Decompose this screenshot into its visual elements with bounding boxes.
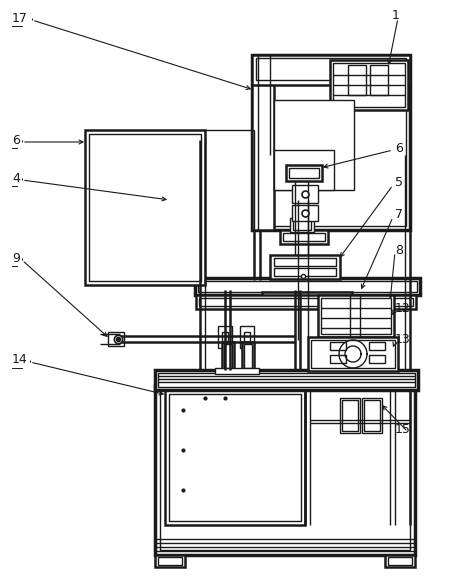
Text: 15: 15 bbox=[394, 423, 410, 437]
Text: 13: 13 bbox=[394, 334, 410, 347]
Bar bbox=[329, 60, 407, 110]
Text: 12: 12 bbox=[394, 301, 410, 314]
Bar bbox=[369, 65, 387, 95]
Bar bbox=[273, 150, 333, 190]
Bar bbox=[320, 298, 390, 334]
Bar bbox=[89, 134, 201, 281]
Bar bbox=[217, 326, 231, 348]
Bar bbox=[155, 370, 417, 390]
Bar bbox=[291, 185, 318, 203]
Bar bbox=[255, 58, 405, 226]
Bar bbox=[273, 100, 353, 190]
Bar bbox=[252, 55, 409, 230]
Bar bbox=[273, 258, 335, 266]
Bar bbox=[264, 295, 348, 301]
Bar bbox=[290, 218, 313, 232]
Bar bbox=[244, 344, 252, 368]
Bar bbox=[85, 130, 205, 285]
Bar bbox=[155, 385, 414, 555]
Bar bbox=[169, 394, 300, 521]
Bar bbox=[196, 295, 415, 309]
Bar bbox=[285, 165, 321, 181]
Bar bbox=[339, 398, 359, 433]
Text: 8: 8 bbox=[394, 244, 402, 256]
Bar bbox=[224, 344, 231, 368]
Bar bbox=[241, 342, 253, 370]
Bar bbox=[252, 55, 273, 230]
Bar bbox=[329, 355, 345, 363]
Text: 6: 6 bbox=[12, 134, 20, 146]
Bar bbox=[279, 230, 327, 244]
Text: 1: 1 bbox=[391, 9, 399, 21]
Bar bbox=[363, 400, 379, 431]
Bar bbox=[282, 233, 324, 241]
Bar bbox=[273, 268, 335, 276]
Bar bbox=[292, 220, 310, 230]
Bar bbox=[387, 557, 411, 565]
Bar bbox=[255, 58, 405, 80]
Bar bbox=[194, 278, 419, 295]
Bar bbox=[239, 326, 253, 348]
Bar bbox=[332, 63, 404, 107]
Bar bbox=[198, 298, 412, 306]
Bar bbox=[368, 355, 384, 363]
Bar bbox=[341, 400, 357, 431]
Text: 4: 4 bbox=[12, 172, 20, 184]
Bar bbox=[347, 65, 365, 95]
Bar bbox=[244, 332, 249, 342]
Text: 14: 14 bbox=[12, 354, 28, 366]
Bar bbox=[384, 555, 414, 567]
Bar bbox=[318, 295, 393, 337]
Bar bbox=[108, 332, 124, 346]
Bar bbox=[155, 555, 184, 567]
Bar bbox=[158, 373, 414, 387]
Text: 17: 17 bbox=[12, 12, 28, 25]
Bar bbox=[288, 168, 318, 178]
Bar bbox=[310, 340, 394, 368]
Bar bbox=[361, 398, 381, 433]
Bar bbox=[269, 255, 339, 279]
Bar bbox=[221, 342, 234, 370]
Bar bbox=[160, 390, 409, 550]
Bar bbox=[262, 292, 351, 304]
Bar bbox=[215, 368, 258, 374]
Bar bbox=[198, 281, 416, 292]
Bar bbox=[329, 342, 345, 350]
Text: 9: 9 bbox=[12, 252, 20, 264]
Text: 7: 7 bbox=[394, 209, 402, 222]
Bar bbox=[165, 390, 304, 525]
Bar bbox=[221, 332, 227, 342]
Text: 6: 6 bbox=[394, 142, 402, 154]
Bar bbox=[291, 205, 318, 221]
Text: 5: 5 bbox=[394, 176, 402, 190]
Bar bbox=[252, 55, 409, 85]
Bar bbox=[158, 557, 182, 565]
Bar bbox=[368, 342, 384, 350]
Bar bbox=[307, 337, 397, 371]
